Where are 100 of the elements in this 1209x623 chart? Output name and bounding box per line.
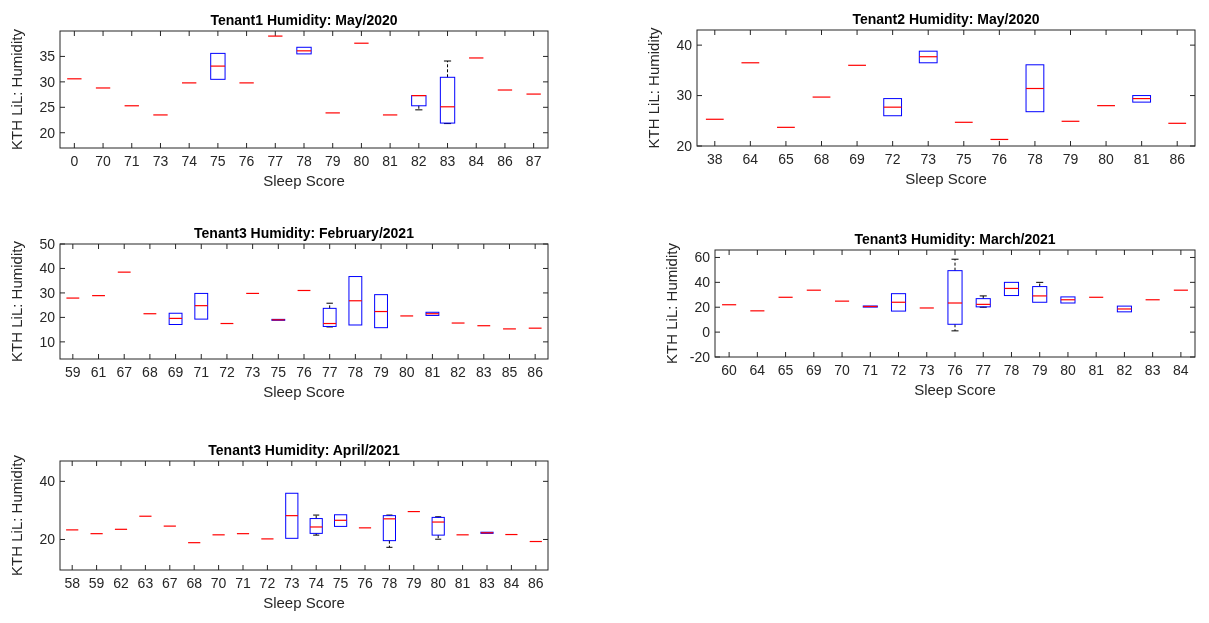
y-tick-label: 30 [39, 284, 56, 301]
x-tick-label: 84 [468, 153, 485, 169]
y-tick-label: 30 [676, 87, 693, 104]
x-tick-label: 65 [778, 151, 794, 167]
x-tick-label: 71 [123, 153, 140, 169]
y-axis-title: KTH LiL: Humidity [8, 240, 25, 362]
x-tick-label: 79 [373, 364, 390, 380]
x-axis-title: Sleep Score [263, 383, 345, 400]
y-tick-label: 40 [694, 274, 711, 291]
y-tick-label: 60 [694, 249, 711, 266]
x-tick-label: 72 [890, 362, 907, 378]
y-axis-title: KTH LiL: Humidity [8, 28, 25, 150]
x-tick-label: 81 [454, 575, 471, 591]
x-tick-label: 78 [381, 575, 398, 591]
x-tick-label: 76 [991, 151, 1008, 167]
x-tick-label: 70 [210, 575, 227, 591]
x-tick-label: 76 [357, 575, 373, 591]
x-tick-label: 69 [849, 151, 866, 167]
x-tick-label: 75 [270, 364, 287, 380]
x-tick-label: 77 [267, 153, 284, 169]
y-axis-title: KTH LiL: Humidity [663, 242, 680, 364]
x-tick-label: 79 [324, 153, 341, 169]
x-tick-label: 73 [152, 153, 169, 169]
x-tick-label: 70 [834, 362, 851, 378]
y-tick-label: 20 [39, 124, 56, 141]
x-tick-label: 74 [308, 575, 325, 591]
x-tick-label: 78 [347, 364, 364, 380]
x-tick-label: 65 [777, 362, 794, 378]
x-tick-label: 87 [525, 153, 542, 169]
x-tick-label: 83 [439, 153, 456, 169]
y-tick-label: 25 [39, 99, 56, 116]
x-tick-label: 73 [284, 575, 300, 591]
y-tick-label: 20 [39, 531, 56, 548]
x-tick-label: 80 [430, 575, 447, 591]
x-tick-label: 86 [1169, 151, 1186, 167]
x-tick-label: 72 [259, 575, 276, 591]
y-tick-label: 0 [702, 324, 711, 341]
y-tick-label: 40 [39, 473, 56, 490]
x-axis-title: Sleep Score [914, 381, 996, 398]
y-tick-label: 20 [39, 309, 56, 326]
x-tick-label: 64 [749, 362, 766, 378]
x-tick-label: 69 [806, 362, 822, 378]
y-axis-title: KTH LiL: Humidity [8, 454, 25, 576]
x-tick-label: 80 [1060, 362, 1076, 378]
x-tick-label: 72 [219, 364, 235, 380]
x-tick-label: 82 [1116, 362, 1133, 378]
x-tick-label: 86 [528, 575, 544, 591]
x-axis-title: Sleep Score [263, 172, 345, 189]
x-tick-label: 80 [398, 364, 415, 380]
x-tick-label: 86 [497, 153, 513, 169]
x-tick-label: 73 [920, 151, 937, 167]
x-tick-label: 84 [1173, 362, 1189, 378]
x-tick-label: 68 [142, 364, 158, 380]
x-tick-label: 76 [296, 364, 312, 380]
x-tick-label: 81 [1088, 362, 1105, 378]
y-tick-label: -20 [689, 348, 711, 365]
x-tick-label: 63 [137, 575, 154, 591]
x-tick-label: 67 [116, 364, 133, 380]
y-tick-label: 40 [39, 260, 56, 277]
x-tick-label: 83 [479, 575, 495, 591]
chart-title: Tenant3 Humidity: April/2021 [208, 442, 400, 458]
x-tick-label: 59 [65, 364, 81, 380]
x-tick-label: 72 [884, 151, 901, 167]
x-tick-label: 71 [235, 575, 251, 591]
x-tick-label: 70 [95, 153, 112, 169]
chart-title: Tenant2 Humidity: May/2020 [852, 11, 1040, 27]
x-tick-label: 82 [450, 364, 467, 380]
x-tick-label: 68 [813, 151, 830, 167]
x-tick-label: 78 [1027, 151, 1043, 167]
x-tick-label: 85 [501, 364, 518, 380]
x-tick-label: 84 [503, 575, 520, 591]
x-tick-label: 76 [238, 153, 255, 169]
x-tick-label: 81 [1133, 151, 1150, 167]
x-tick-label: 38 [707, 151, 723, 167]
x-tick-label: 79 [406, 575, 422, 591]
x-tick-label: 80 [1098, 151, 1115, 167]
x-tick-label: 60 [721, 362, 738, 378]
x-tick-label: 86 [527, 364, 544, 380]
x-tick-label: 69 [167, 364, 184, 380]
y-tick-label: 20 [694, 299, 711, 316]
y-axis-title: KTH LiL: Humidity [645, 27, 662, 149]
x-tick-label: 59 [88, 575, 105, 591]
y-tick-label: 10 [39, 333, 56, 350]
y-tick-label: 20 [676, 137, 693, 154]
x-tick-label: 78 [1003, 362, 1020, 378]
x-tick-label: 83 [1144, 362, 1161, 378]
x-tick-label: 68 [186, 575, 203, 591]
x-tick-label: 74 [181, 153, 198, 169]
x-tick-label: 61 [90, 364, 107, 380]
x-tick-label: 67 [162, 575, 178, 591]
y-tick-label: 35 [39, 48, 56, 65]
x-tick-label: 58 [64, 575, 81, 591]
x-tick-label: 71 [862, 362, 879, 378]
y-tick-label: 40 [676, 37, 693, 54]
x-tick-label: 0 [70, 153, 79, 169]
x-tick-label: 82 [411, 153, 427, 169]
x-tick-label: 78 [296, 153, 312, 169]
x-axis-title: Sleep Score [905, 170, 987, 187]
x-tick-label: 73 [918, 362, 935, 378]
x-tick-label: 76 [947, 362, 963, 378]
